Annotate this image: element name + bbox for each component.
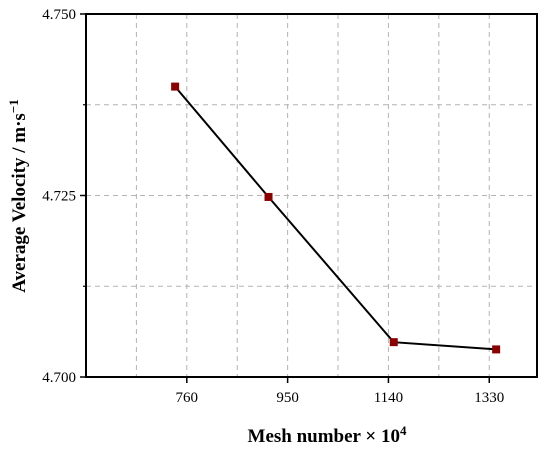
- y-tick-label: 4.725: [42, 189, 76, 205]
- y-tick-label: 4.750: [42, 7, 76, 23]
- x-tick-label: 760: [176, 390, 199, 406]
- series: [171, 82, 501, 354]
- data-point: [264, 192, 273, 201]
- data-point: [171, 82, 180, 91]
- x-tick-label: 1330: [474, 390, 504, 406]
- x-tick-label: 950: [276, 390, 299, 406]
- data-point: [492, 345, 501, 354]
- y-axis-title: Average Velocity / m·s−1: [6, 99, 30, 293]
- data-point: [389, 338, 398, 347]
- y-ticks: 4.700 4.725 4.750: [42, 7, 86, 386]
- grid: [86, 14, 537, 377]
- x-tick-label: 1140: [374, 390, 403, 406]
- y-tick-label: 4.700: [42, 370, 76, 386]
- x-axis-title: Mesh number × 104: [248, 423, 407, 447]
- x-ticks: 760 950 1140 1330: [176, 377, 504, 406]
- series-line: [174, 85, 497, 351]
